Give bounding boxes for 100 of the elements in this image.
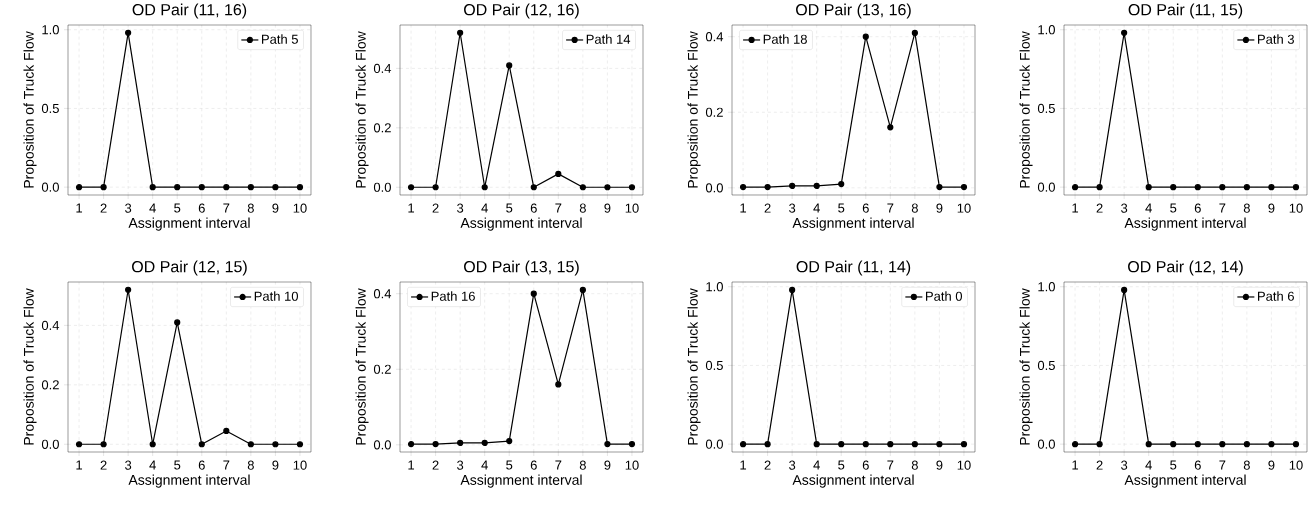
x-tick-label: 10 bbox=[293, 460, 307, 470]
y-tick-label: 0.5 bbox=[1037, 360, 1055, 371]
x-tick-label: 1 bbox=[740, 203, 747, 213]
point bbox=[739, 183, 747, 191]
x-tick-label: 4 bbox=[813, 460, 820, 470]
x-tick-label: 3 bbox=[789, 203, 796, 213]
x-tick-label: 7 bbox=[223, 460, 230, 470]
y-axis-title: Proposition of Truck Flow bbox=[355, 288, 369, 445]
x-tick-label: 3 bbox=[125, 203, 132, 213]
y-tick-label: 0.0 bbox=[373, 440, 391, 450]
chart-title: OD Pair (11, 14) bbox=[796, 260, 911, 276]
point bbox=[936, 183, 943, 191]
point bbox=[604, 184, 611, 191]
x-axis-title: Assignment interval bbox=[792, 217, 914, 231]
point bbox=[457, 439, 464, 447]
x-tick-label: 1 bbox=[408, 460, 415, 470]
point bbox=[530, 290, 537, 297]
x-tick-label: 5 bbox=[174, 203, 181, 213]
chart-title: OD Pair (13, 15) bbox=[464, 260, 579, 276]
y-tick-label: 0.2 bbox=[705, 107, 723, 117]
x-tick-label: 5 bbox=[1170, 460, 1177, 470]
x-tick-label: 2 bbox=[100, 203, 107, 213]
x-tick-label: 2 bbox=[764, 460, 771, 470]
x-tick-label: 4 bbox=[1145, 203, 1152, 213]
point bbox=[198, 441, 205, 448]
x-tick-label: 3 bbox=[457, 460, 464, 470]
x-tick-label: 8 bbox=[911, 460, 918, 470]
x-tick-label: 7 bbox=[887, 460, 894, 470]
point bbox=[838, 180, 845, 188]
point bbox=[530, 184, 537, 191]
x-tick-label: 9 bbox=[272, 203, 279, 213]
y-axis-title: Proposition of Truck Flow bbox=[23, 288, 37, 445]
x-tick-label: 9 bbox=[1268, 203, 1275, 213]
point bbox=[555, 170, 562, 177]
legend-label: Path 3 bbox=[1258, 34, 1294, 44]
point bbox=[555, 381, 562, 388]
x-tick-label: 8 bbox=[1243, 203, 1250, 213]
point bbox=[125, 286, 132, 293]
legend-label: Path 5 bbox=[262, 34, 298, 44]
chart-title: OD Pair (12, 14) bbox=[1128, 260, 1243, 276]
legend-label: Path 18 bbox=[763, 34, 807, 44]
x-tick-label: 9 bbox=[1268, 460, 1275, 470]
point bbox=[407, 440, 415, 448]
x-tick-label: 9 bbox=[604, 460, 611, 470]
y-tick-label: 0.0 bbox=[1037, 439, 1055, 449]
legend-label: Path 6 bbox=[1258, 291, 1294, 301]
x-tick-label: 10 bbox=[957, 460, 971, 470]
x-axis-title: Assignment interval bbox=[460, 474, 582, 488]
point bbox=[911, 29, 918, 37]
x-tick-label: 8 bbox=[579, 460, 586, 470]
x-axis-title: Assignment interval bbox=[460, 217, 582, 231]
x-tick-label: 7 bbox=[223, 203, 230, 213]
x-tick-label: 9 bbox=[272, 460, 279, 470]
y-tick-label: 0.4 bbox=[373, 289, 392, 299]
x-tick-label: 7 bbox=[1219, 203, 1226, 213]
point bbox=[481, 184, 488, 191]
point bbox=[579, 286, 586, 294]
x-tick-label: 4 bbox=[1145, 460, 1152, 470]
chart-title: OD Pair (13, 16) bbox=[796, 3, 911, 19]
point bbox=[506, 437, 513, 445]
x-tick-label: 1 bbox=[76, 203, 83, 213]
x-tick-label: 7 bbox=[555, 460, 562, 470]
y-tick-label: 0.2 bbox=[373, 364, 391, 374]
x-tick-label: 6 bbox=[862, 203, 869, 213]
x-tick-label: 2 bbox=[100, 460, 107, 470]
x-axis-title: Assignment interval bbox=[1124, 474, 1246, 488]
x-tick-label: 9 bbox=[936, 203, 943, 213]
x-tick-label: 1 bbox=[740, 460, 747, 470]
point bbox=[100, 441, 107, 448]
point bbox=[75, 441, 83, 448]
y-axis-title: Proposition of Truck Flow bbox=[687, 31, 701, 188]
x-tick-label: 10 bbox=[1289, 203, 1303, 213]
legend-label: Path 0 bbox=[926, 291, 963, 301]
x-tick-label: 5 bbox=[506, 203, 513, 213]
y-tick-label: 1.0 bbox=[42, 25, 59, 35]
point bbox=[506, 62, 513, 69]
point bbox=[481, 439, 488, 447]
chart-title: OD Pair (11, 15) bbox=[1128, 3, 1243, 19]
x-tick-label: 2 bbox=[432, 203, 439, 213]
x-tick-label: 7 bbox=[887, 203, 894, 213]
x-tick-label: 6 bbox=[198, 460, 205, 470]
y-tick-label: 1.0 bbox=[1038, 25, 1055, 35]
x-tick-label: 6 bbox=[1194, 460, 1201, 470]
x-tick-label: 10 bbox=[1289, 460, 1303, 470]
y-tick-label: 0.0 bbox=[373, 182, 391, 192]
y-axis-title: Proposition of Truck Flow bbox=[687, 288, 701, 445]
x-tick-label: 1 bbox=[76, 460, 83, 470]
y-tick-label: 0.0 bbox=[705, 439, 723, 449]
y-tick-label: 0.0 bbox=[41, 182, 59, 192]
x-tick-label: 1 bbox=[1072, 203, 1079, 213]
x-tick-label: 8 bbox=[911, 203, 918, 213]
y-tick-label: 0.5 bbox=[1037, 103, 1055, 114]
point bbox=[628, 440, 636, 448]
x-tick-label: 7 bbox=[1219, 460, 1226, 470]
x-tick-label: 3 bbox=[125, 460, 132, 470]
x-tick-label: 3 bbox=[457, 203, 464, 213]
x-axis-title: Assignment interval bbox=[128, 474, 250, 488]
x-axis-title: Assignment interval bbox=[1124, 217, 1246, 231]
x-tick-label: 10 bbox=[625, 460, 639, 470]
point bbox=[174, 319, 181, 326]
